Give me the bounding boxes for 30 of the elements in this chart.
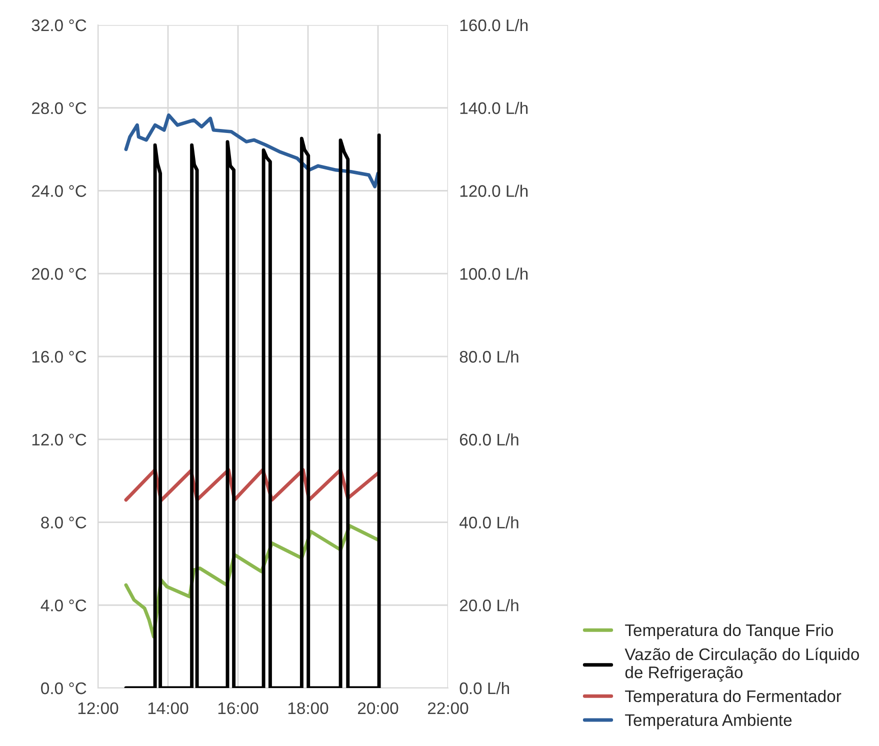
y-tick-label: 28.0 °C <box>32 102 86 114</box>
x-tick-label: 14:00 <box>148 702 188 714</box>
y2-tick-label: 100.0 L/h <box>460 268 528 280</box>
y2-tick-label: 160.0 L/h <box>460 18 528 32</box>
x-tick-label: 16:00 <box>218 702 258 714</box>
y-tick-label: 0.0 °C <box>41 682 86 694</box>
line-series <box>124 133 381 688</box>
x-tick-label: 18:00 <box>288 702 328 714</box>
y-tick-label: 16.0 °C <box>32 350 86 363</box>
y2-tick-label: 140.0 L/h <box>460 102 528 114</box>
y2-tick-label: 40.0 L/h <box>459 516 518 528</box>
x-tick-label: 20:00 <box>358 702 398 714</box>
legend-label: Temperatura do Tanque Frio <box>625 624 834 640</box>
legend-label: Temperatura do Fermentador <box>625 690 842 706</box>
y2-tick-label: 0.0 L/h <box>460 682 509 694</box>
y2-tick-label: 80.0 L/h <box>460 350 518 363</box>
legend-label: Temperatura Ambiente <box>625 714 792 730</box>
y-tick-label: 4.0 °C <box>40 600 86 612</box>
y-tick-label: 12.0 °C <box>32 434 86 446</box>
line-series <box>124 113 380 188</box>
x-tick-label: 22:00 <box>428 702 468 714</box>
y2-tick-label: 20.0 L/h <box>460 599 518 612</box>
y-tick-label: 32.0 °C <box>32 19 86 32</box>
y-tick-label: 20.0 °C <box>32 268 86 280</box>
y2-tick-label: 120.0 L/h <box>460 184 528 197</box>
legend-label: Vazão de Circulação do Líquido de Refrigeração <box>624 648 860 682</box>
x-tick-label: 12:00 <box>78 702 118 714</box>
y2-tick-label: 60.0 L/h <box>460 433 518 446</box>
y-tick-label: 8.0 °C <box>41 516 86 528</box>
y-tick-label: 24.0 °C <box>32 185 86 197</box>
